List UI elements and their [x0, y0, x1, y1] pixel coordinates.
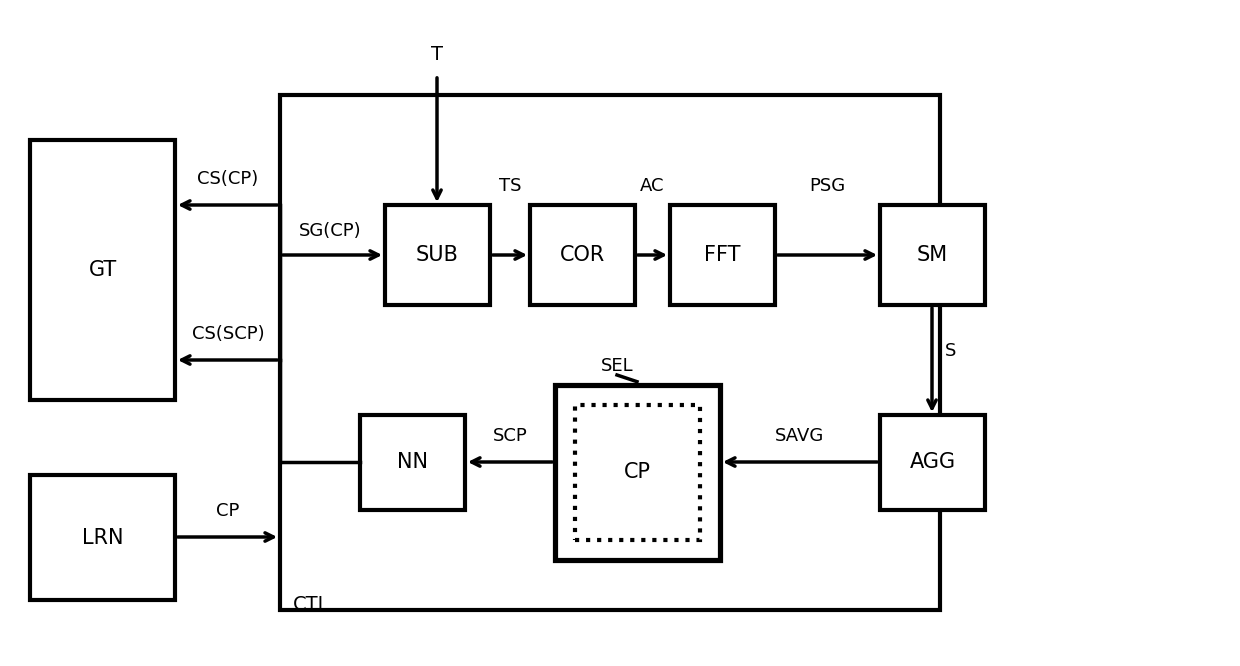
Text: SAVG: SAVG: [775, 427, 825, 445]
Text: SCP: SCP: [492, 427, 527, 445]
Text: COR: COR: [560, 245, 605, 265]
Bar: [670, 205, 775, 305]
Bar: [880, 415, 985, 510]
Text: T: T: [432, 45, 443, 65]
Bar: [360, 415, 465, 510]
Text: TS: TS: [498, 177, 521, 195]
Bar: [30, 140, 175, 400]
Bar: [529, 205, 635, 305]
Text: SUB: SUB: [417, 245, 459, 265]
Bar: [280, 95, 940, 610]
Text: CS(CP): CS(CP): [197, 170, 259, 188]
Text: FFT: FFT: [704, 245, 740, 265]
Text: NN: NN: [397, 452, 428, 472]
Text: CTL: CTL: [293, 595, 330, 614]
Bar: [575, 405, 701, 540]
Text: GT: GT: [88, 260, 117, 280]
Bar: [384, 205, 490, 305]
Text: CP: CP: [624, 462, 651, 482]
Text: PSG: PSG: [808, 177, 846, 195]
Text: AGG: AGG: [909, 452, 956, 472]
Text: S: S: [945, 342, 956, 360]
Text: SEL: SEL: [600, 357, 634, 375]
Text: SG(CP): SG(CP): [299, 222, 361, 240]
Text: AC: AC: [640, 177, 665, 195]
Text: CS(SCP): CS(SCP): [192, 325, 264, 343]
Bar: [30, 475, 175, 600]
Text: LRN: LRN: [82, 527, 123, 547]
Text: CP: CP: [216, 502, 239, 520]
Bar: [880, 205, 985, 305]
Bar: [556, 385, 720, 560]
Text: SM: SM: [916, 245, 949, 265]
